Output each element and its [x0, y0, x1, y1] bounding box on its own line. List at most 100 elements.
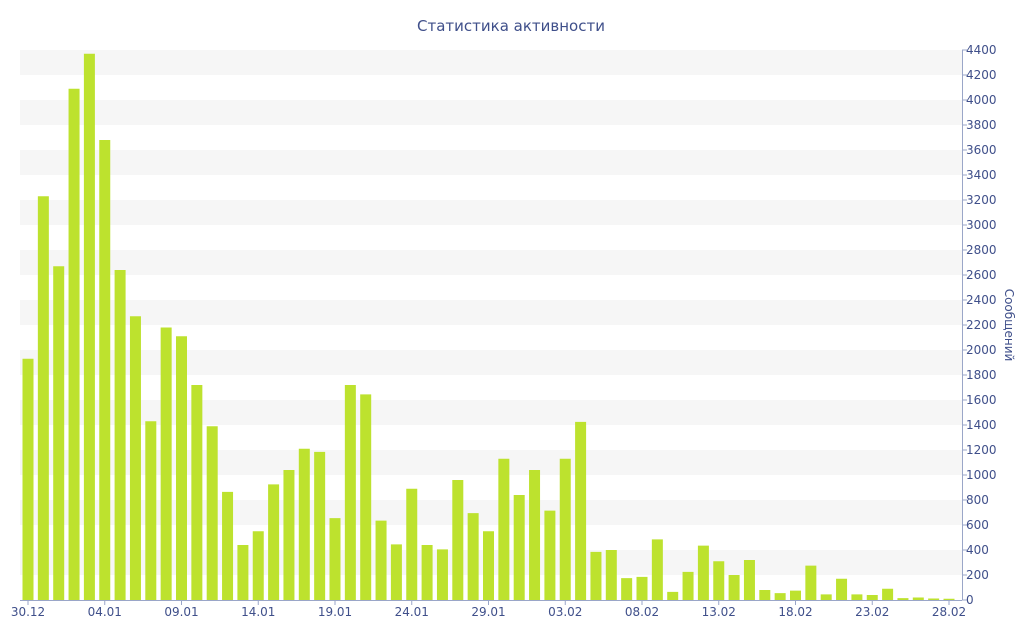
x-tick-label: 30.12 [11, 605, 45, 619]
bar [882, 588, 894, 600]
bar [421, 545, 433, 600]
bar [943, 598, 955, 600]
y-tick-label: 1400 [966, 418, 997, 432]
x-tick-label: 03.02 [548, 605, 582, 619]
y-axis-label: Сообщений [1002, 289, 1016, 362]
y-tick-label: 3600 [966, 143, 997, 157]
bar [344, 385, 356, 600]
x-tick-label: 14.01 [241, 605, 275, 619]
y-tick-label: 1800 [966, 368, 997, 382]
bar [575, 421, 587, 601]
x-tick-label: 04.01 [88, 605, 122, 619]
bar [114, 270, 126, 600]
x-tick-label: 24.01 [395, 605, 429, 619]
bar [836, 578, 848, 600]
bar [897, 598, 909, 601]
y-tick-label: 4200 [966, 68, 997, 82]
y-tick-label: 400 [966, 543, 989, 557]
bar [805, 565, 817, 601]
bar [283, 470, 295, 600]
y-tick-label: 2800 [966, 243, 997, 257]
x-tick-label: 23.02 [855, 605, 889, 619]
bar [651, 539, 663, 601]
bar [790, 590, 801, 601]
y-tick-label: 3000 [966, 218, 997, 232]
x-tick-label: 08.02 [625, 605, 659, 619]
bar [252, 531, 264, 600]
bar [176, 336, 187, 600]
x-axis-ticks: 30.12 04.01 09.01 14.01 19.01 24.01 29.01 03.02… [11, 600, 966, 619]
bar [682, 571, 694, 601]
bar [467, 513, 479, 601]
bar [83, 53, 95, 600]
y-tick-label: 2400 [966, 293, 997, 307]
bar [743, 560, 755, 600]
y-tick-label: 4400 [966, 43, 997, 57]
y-tick-label: 3200 [966, 193, 997, 207]
bar [406, 488, 418, 600]
y-tick-label: 4000 [966, 93, 997, 107]
chart-title: Статистика активности [417, 17, 605, 35]
y-tick-label: 3800 [966, 118, 997, 132]
bar [667, 591, 679, 601]
y-tick-label: 200 [966, 568, 989, 582]
grid-band [20, 300, 962, 325]
grid-band [20, 50, 962, 75]
bar [191, 385, 203, 600]
bar [360, 394, 372, 601]
bar [436, 549, 448, 601]
bar [129, 316, 141, 600]
bar [513, 495, 525, 600]
x-tick-label: 19.01 [318, 605, 352, 619]
x-tick-label: 28.02 [932, 605, 966, 619]
bar [544, 510, 556, 601]
bar [222, 491, 234, 601]
x-tick-label: 09.01 [164, 605, 198, 619]
bar [329, 518, 341, 601]
bar [605, 550, 617, 600]
bar [268, 484, 280, 601]
grid-band [20, 100, 962, 125]
y-tick-label: 2600 [966, 268, 997, 282]
y-tick-label: 2200 [966, 318, 997, 332]
bar [53, 266, 65, 600]
bar [866, 595, 878, 600]
bar [928, 598, 940, 600]
bar [375, 520, 387, 601]
bar [498, 458, 510, 600]
bar [314, 451, 326, 601]
bar [820, 594, 832, 601]
y-tick-label: 1000 [966, 468, 997, 482]
bar [452, 480, 464, 600]
bar [774, 593, 786, 601]
x-tick-label: 18.02 [778, 605, 812, 619]
bar [237, 545, 249, 600]
bar [697, 545, 709, 601]
y-tick-label: 600 [966, 518, 989, 532]
bar [298, 448, 310, 600]
y-tick-label: 1200 [966, 443, 997, 457]
y-tick-label: 2000 [966, 343, 997, 357]
x-tick-label: 13.02 [702, 605, 736, 619]
y-tick-label: 800 [966, 493, 989, 507]
bar [483, 531, 494, 600]
bar [851, 594, 863, 601]
bar [206, 426, 218, 600]
grid-band [20, 150, 962, 175]
bar [145, 421, 157, 600]
bar [99, 140, 111, 600]
y-tick-label: 0 [966, 593, 974, 607]
grid-band [20, 250, 962, 275]
bar [529, 470, 541, 600]
bar-series [22, 53, 955, 601]
bar [713, 561, 725, 600]
bar [559, 458, 571, 600]
bar [621, 578, 633, 601]
bar [728, 575, 740, 600]
bar [590, 551, 602, 601]
y-tick-label: 3400 [966, 168, 997, 182]
bar [390, 544, 402, 601]
bar [912, 597, 924, 600]
